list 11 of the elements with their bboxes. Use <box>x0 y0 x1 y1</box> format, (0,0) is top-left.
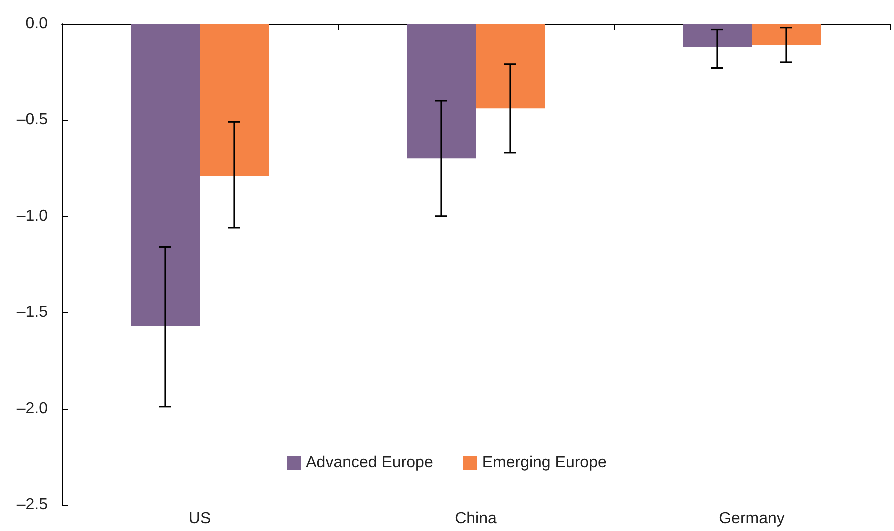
legend-label: Emerging Europe <box>482 454 607 472</box>
x-tick-label: China <box>455 510 497 528</box>
x-tick-label: Germany <box>719 510 785 528</box>
y-tick-label: –2.5 <box>16 496 48 514</box>
y-tick-label: 0.0 <box>26 16 48 32</box>
y-tick-label: –1.5 <box>16 304 48 322</box>
y-tick-label: –1.0 <box>16 208 48 225</box>
y-tick-label: –0.5 <box>16 112 48 129</box>
legend-label: Advanced Europe <box>306 454 434 472</box>
x-tick-label: US <box>188 510 212 528</box>
y-tick-label: –2.0 <box>16 400 48 418</box>
